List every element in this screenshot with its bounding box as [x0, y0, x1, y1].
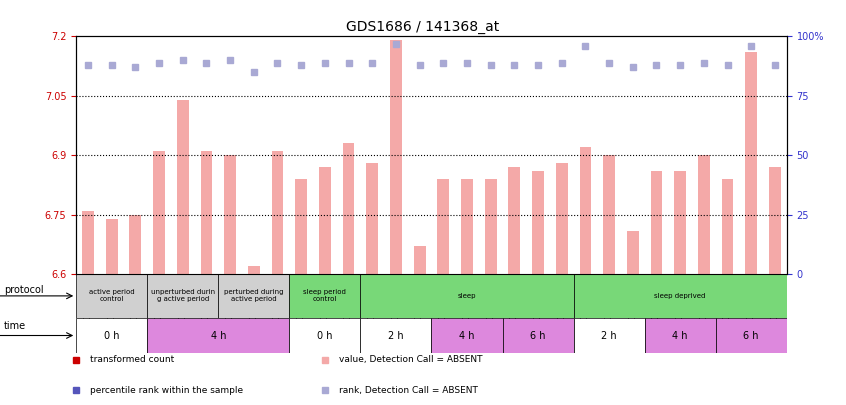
- Bar: [295, 179, 307, 274]
- FancyBboxPatch shape: [76, 318, 147, 353]
- FancyBboxPatch shape: [574, 318, 645, 353]
- Bar: [698, 155, 710, 274]
- Bar: [745, 52, 757, 274]
- FancyBboxPatch shape: [431, 318, 503, 353]
- Bar: [461, 179, 473, 274]
- Text: 4 h: 4 h: [673, 330, 688, 341]
- FancyBboxPatch shape: [360, 318, 431, 353]
- Bar: [319, 167, 331, 274]
- Text: unperturbed durin
g active period: unperturbed durin g active period: [151, 290, 215, 303]
- Text: 4 h: 4 h: [211, 330, 226, 341]
- Bar: [248, 266, 260, 274]
- Text: sleep period
control: sleep period control: [304, 290, 346, 303]
- Bar: [674, 171, 686, 274]
- Text: 0 h: 0 h: [104, 330, 119, 341]
- FancyBboxPatch shape: [360, 274, 574, 318]
- FancyBboxPatch shape: [289, 274, 360, 318]
- Bar: [129, 215, 141, 274]
- Bar: [390, 40, 402, 274]
- Bar: [651, 171, 662, 274]
- Text: 2 h: 2 h: [602, 330, 617, 341]
- Text: time: time: [4, 321, 26, 331]
- FancyBboxPatch shape: [76, 274, 147, 318]
- Bar: [603, 155, 615, 274]
- Text: perturbed during
active period: perturbed during active period: [224, 290, 283, 303]
- FancyBboxPatch shape: [716, 318, 787, 353]
- Bar: [556, 163, 568, 274]
- Bar: [508, 167, 520, 274]
- FancyBboxPatch shape: [503, 318, 574, 353]
- Bar: [414, 246, 426, 274]
- Text: 6 h: 6 h: [530, 330, 546, 341]
- FancyBboxPatch shape: [147, 274, 218, 318]
- Bar: [177, 100, 189, 274]
- FancyBboxPatch shape: [218, 274, 289, 318]
- Bar: [722, 179, 733, 274]
- Text: 0 h: 0 h: [317, 330, 332, 341]
- Text: value, Detection Call = ABSENT: value, Detection Call = ABSENT: [339, 355, 482, 364]
- Text: 4 h: 4 h: [459, 330, 475, 341]
- Bar: [532, 171, 544, 274]
- Text: transformed count: transformed count: [91, 355, 174, 364]
- Bar: [106, 219, 118, 274]
- Text: 6 h: 6 h: [744, 330, 759, 341]
- Text: sleep deprived: sleep deprived: [655, 293, 706, 299]
- Text: percentile rank within the sample: percentile rank within the sample: [91, 386, 244, 395]
- Text: protocol: protocol: [4, 285, 44, 294]
- Text: GDS1686 / 141368_at: GDS1686 / 141368_at: [346, 20, 500, 34]
- Bar: [627, 230, 639, 274]
- Bar: [485, 179, 497, 274]
- Text: rank, Detection Call = ABSENT: rank, Detection Call = ABSENT: [339, 386, 478, 395]
- Bar: [437, 179, 449, 274]
- Text: 2 h: 2 h: [388, 330, 404, 341]
- Bar: [272, 151, 283, 274]
- Bar: [153, 151, 165, 274]
- Bar: [343, 143, 354, 274]
- Bar: [366, 163, 378, 274]
- Bar: [769, 167, 781, 274]
- Text: active period
control: active period control: [89, 290, 135, 303]
- Bar: [201, 151, 212, 274]
- FancyBboxPatch shape: [147, 318, 289, 353]
- Bar: [82, 211, 94, 274]
- FancyBboxPatch shape: [289, 318, 360, 353]
- Bar: [224, 155, 236, 274]
- Bar: [580, 147, 591, 274]
- FancyBboxPatch shape: [645, 318, 716, 353]
- Text: sleep: sleep: [458, 293, 476, 299]
- FancyBboxPatch shape: [574, 274, 787, 318]
